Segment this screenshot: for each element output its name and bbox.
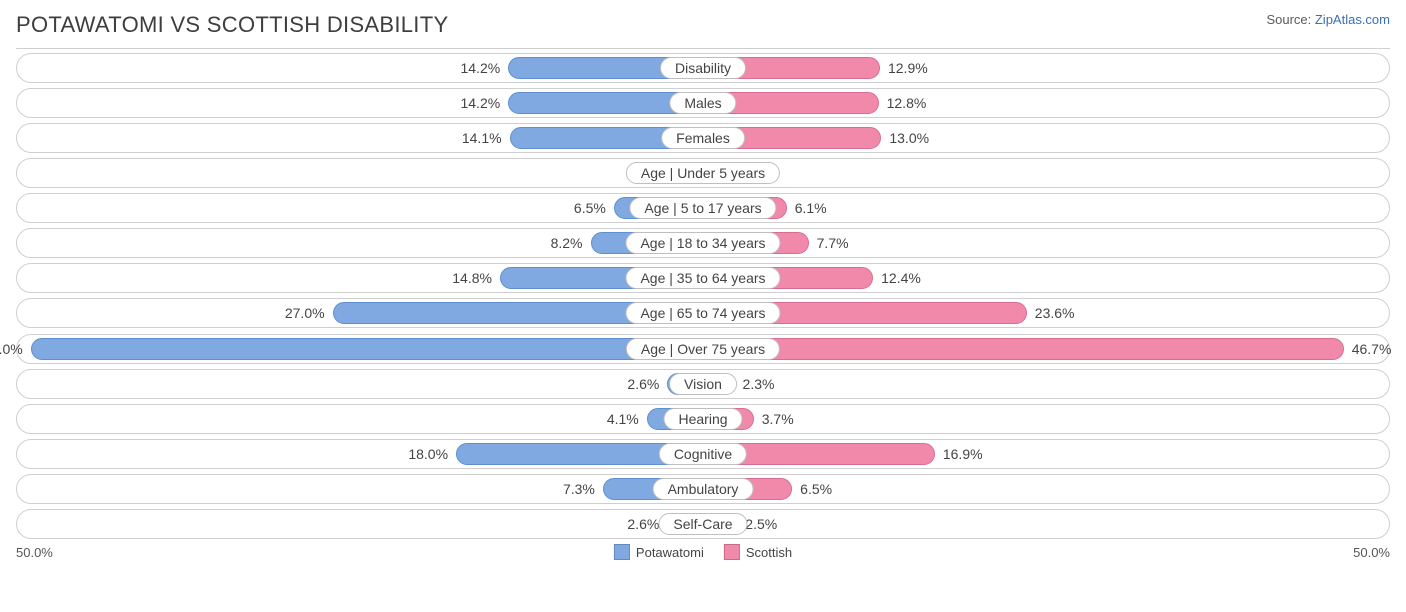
axis-left-label: 50.0% bbox=[16, 545, 53, 560]
row-label: Disability bbox=[660, 57, 746, 79]
value-left: 6.5% bbox=[574, 200, 606, 216]
row-label: Age | 5 to 17 years bbox=[629, 197, 776, 219]
chart-row: 1.4%1.6%Age | Under 5 years bbox=[16, 158, 1390, 188]
value-left: 2.6% bbox=[627, 516, 659, 532]
value-right: 2.5% bbox=[745, 516, 777, 532]
chart-row: 18.0% 16.9% Cognitive bbox=[16, 439, 1390, 469]
axis-right-label: 50.0% bbox=[1353, 545, 1390, 560]
chart-row: 4.1% 3.7% Hearing bbox=[16, 404, 1390, 434]
value-right: 46.7% bbox=[1352, 341, 1392, 357]
value-right: 12.9% bbox=[888, 60, 928, 76]
chart-row: 2.6% 2.3% Vision bbox=[16, 369, 1390, 399]
bar-left bbox=[31, 338, 703, 360]
value-right: 16.9% bbox=[943, 446, 983, 462]
value-left: 4.1% bbox=[607, 411, 639, 427]
chart-row: 14.8% 12.4% Age | 35 to 64 years bbox=[16, 263, 1390, 293]
value-left: 14.2% bbox=[460, 60, 500, 76]
value-left: 18.0% bbox=[408, 446, 448, 462]
row-label: Age | 35 to 64 years bbox=[625, 267, 780, 289]
diverging-bar-chart: 14.2% 12.9% Disability 14.2% 12.8% Males 14.1%… bbox=[16, 48, 1390, 574]
chart-row: 2.6% 2.5%Self-Care bbox=[16, 509, 1390, 539]
chart-row: 6.5% 6.1% Age | 5 to 17 years bbox=[16, 193, 1390, 223]
value-right: 2.3% bbox=[743, 376, 775, 392]
legend-left: Potawatomi bbox=[614, 544, 704, 560]
legend-right: Scottish bbox=[724, 544, 792, 560]
row-label: Age | 65 to 74 years bbox=[625, 302, 780, 324]
value-left: 27.0% bbox=[285, 305, 325, 321]
value-right: 7.7% bbox=[817, 235, 849, 251]
value-left: 7.3% bbox=[563, 481, 595, 497]
value-right: 12.4% bbox=[881, 270, 921, 286]
chart-row: 14.2% 12.9% Disability bbox=[16, 53, 1390, 83]
row-label: Males bbox=[669, 92, 736, 114]
source-prefix: Source: bbox=[1266, 12, 1314, 27]
value-left: 14.1% bbox=[462, 130, 502, 146]
value-right: 12.8% bbox=[887, 95, 927, 111]
row-label: Vision bbox=[669, 373, 737, 395]
value-right: 6.5% bbox=[800, 481, 832, 497]
row-label: Females bbox=[661, 127, 745, 149]
chart-source: Source: ZipAtlas.com bbox=[1266, 12, 1390, 27]
row-label: Age | 18 to 34 years bbox=[625, 232, 780, 254]
legend-right-label: Scottish bbox=[746, 545, 792, 560]
chart-row: 7.3% 6.5% Ambulatory bbox=[16, 474, 1390, 504]
chart-title: POTAWATOMI VS SCOTTISH DISABILITY bbox=[16, 12, 448, 38]
value-left: 8.2% bbox=[551, 235, 583, 251]
row-label: Cognitive bbox=[659, 443, 747, 465]
value-right: 6.1% bbox=[795, 200, 827, 216]
chart-row: 49.0%46.7%Age | Over 75 years bbox=[16, 334, 1390, 364]
value-left: 14.2% bbox=[460, 95, 500, 111]
row-label: Ambulatory bbox=[653, 478, 754, 500]
chart-row: 14.2% 12.8% Males bbox=[16, 88, 1390, 118]
legend-swatch-left bbox=[614, 544, 630, 560]
x-axis: 50.0% Potawatomi Scottish 50.0% bbox=[16, 543, 1390, 561]
chart-row: 27.0% 23.6% Age | 65 to 74 years bbox=[16, 298, 1390, 328]
row-label: Self-Care bbox=[658, 513, 747, 535]
value-right: 3.7% bbox=[762, 411, 794, 427]
row-label: Hearing bbox=[663, 408, 742, 430]
value-left: 14.8% bbox=[452, 270, 492, 286]
value-right: 13.0% bbox=[889, 130, 929, 146]
row-label: Age | Over 75 years bbox=[626, 338, 780, 360]
chart-row: 14.1% 13.0% Females bbox=[16, 123, 1390, 153]
source-link[interactable]: ZipAtlas.com bbox=[1315, 12, 1390, 27]
value-left: 49.0% bbox=[0, 341, 23, 357]
value-right: 23.6% bbox=[1035, 305, 1075, 321]
value-left: 2.6% bbox=[627, 376, 659, 392]
row-label: Age | Under 5 years bbox=[626, 162, 780, 184]
chart-row: 8.2% 7.7% Age | 18 to 34 years bbox=[16, 228, 1390, 258]
legend: Potawatomi Scottish bbox=[614, 544, 792, 560]
legend-left-label: Potawatomi bbox=[636, 545, 704, 560]
bar-right bbox=[703, 338, 1344, 360]
legend-swatch-right bbox=[724, 544, 740, 560]
